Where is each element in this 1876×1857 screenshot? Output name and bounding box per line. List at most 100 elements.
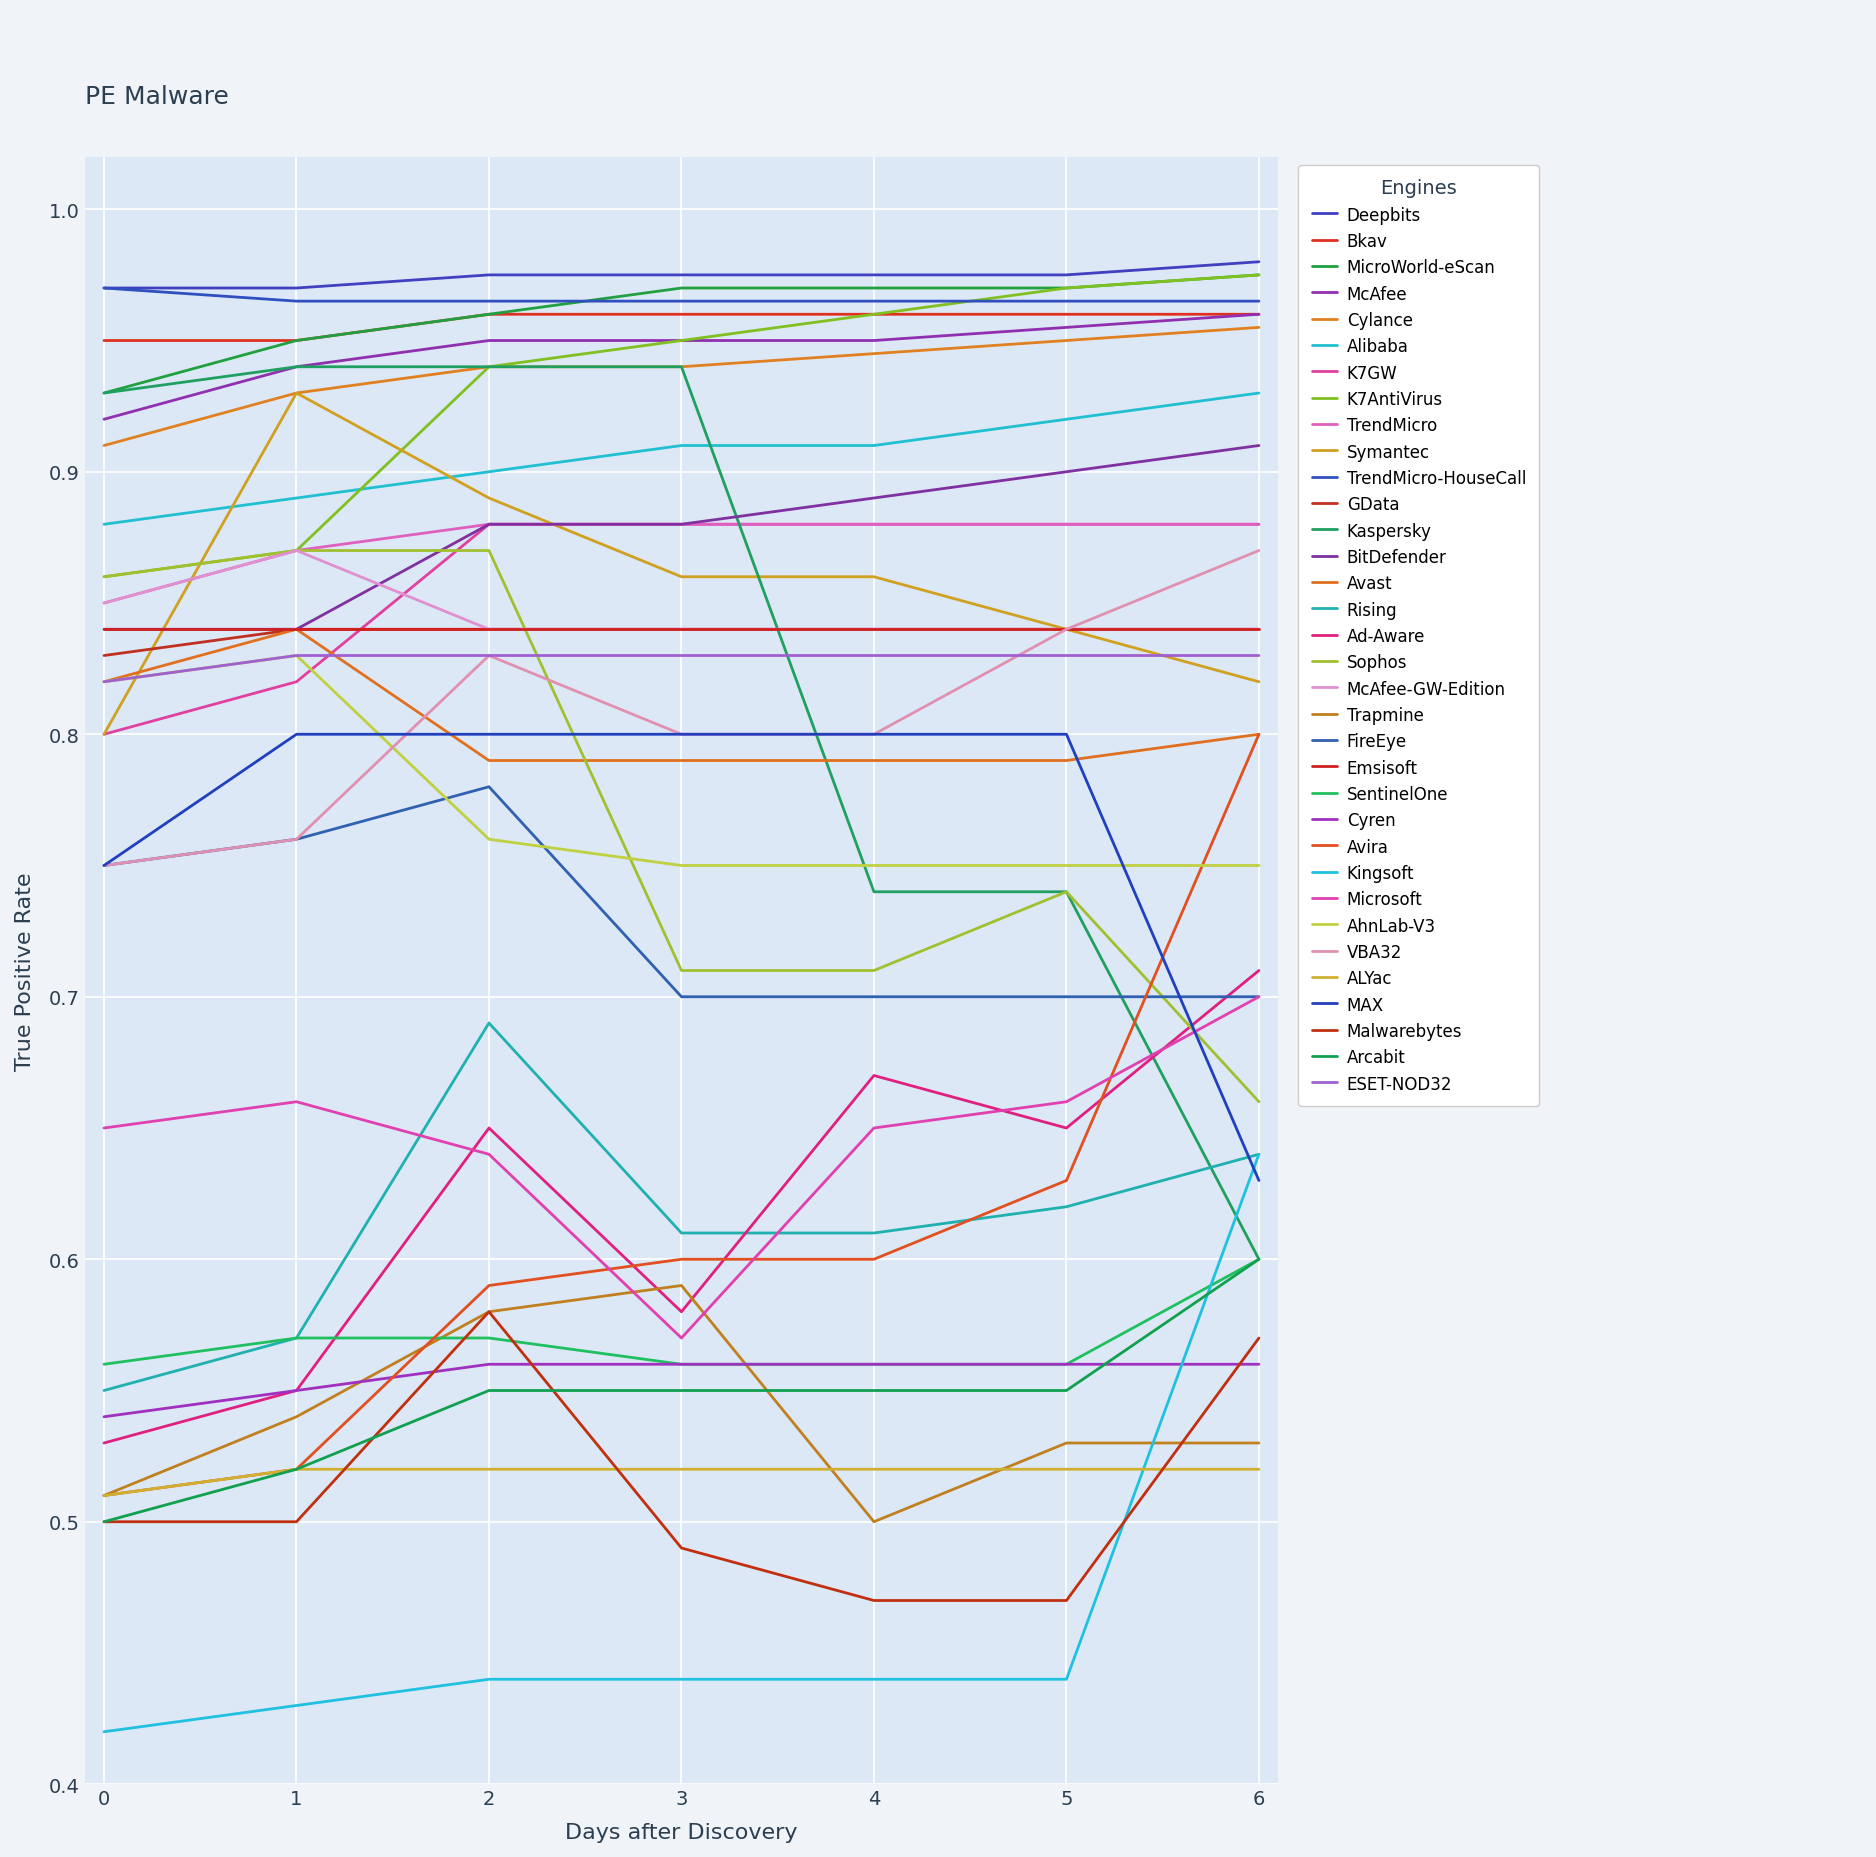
Trapmine	[1054, 1432, 1077, 1454]
Bkav	[1248, 305, 1270, 327]
Ad-Aware	[92, 1432, 114, 1454]
Malwarebytes	[863, 1590, 885, 1612]
Line: TrendMicro-HouseCall: TrendMicro-HouseCall	[103, 290, 1259, 303]
Alibaba	[478, 461, 501, 483]
Malwarebytes	[478, 1302, 501, 1324]
MicroWorld-eScan	[92, 383, 114, 405]
Line: McAfee-GW-Edition: McAfee-GW-Edition	[103, 552, 1259, 630]
MAX	[285, 724, 308, 747]
GData	[1054, 618, 1077, 641]
Ad-Aware	[1054, 1118, 1077, 1140]
ESET-NOD32	[1248, 644, 1270, 667]
Kingsoft	[670, 1668, 692, 1690]
BitDefender	[478, 514, 501, 537]
McAfee-GW-Edition	[1248, 618, 1270, 641]
Cylance	[863, 344, 885, 366]
McAfee	[478, 331, 501, 353]
Line: Cyren: Cyren	[103, 1365, 1259, 1417]
Avast	[1054, 750, 1077, 773]
ESET-NOD32	[1054, 644, 1077, 667]
Avast	[863, 750, 885, 773]
Avira	[1248, 724, 1270, 747]
McAfee-GW-Edition	[285, 540, 308, 563]
SentinelOne	[670, 1354, 692, 1376]
Line: Symantec: Symantec	[103, 394, 1259, 735]
Trapmine	[670, 1274, 692, 1296]
K7AntiVirus	[285, 540, 308, 563]
Symantec	[863, 566, 885, 589]
X-axis label: Days after Discovery: Days after Discovery	[565, 1822, 797, 1842]
AhnLab-V3	[1248, 854, 1270, 877]
Microsoft	[670, 1328, 692, 1350]
K7AntiVirus	[92, 566, 114, 589]
ESET-NOD32	[863, 644, 885, 667]
ALYac	[1054, 1458, 1077, 1480]
Deepbits	[863, 264, 885, 286]
FireEye	[1054, 986, 1077, 1008]
Microsoft	[1054, 1092, 1077, 1114]
SentinelOne	[285, 1328, 308, 1350]
VBA32	[92, 854, 114, 877]
VBA32	[863, 724, 885, 747]
TrendMicro-HouseCall	[1248, 292, 1270, 314]
Emsisoft	[670, 618, 692, 641]
VBA32	[478, 644, 501, 667]
Kaspersky	[1054, 880, 1077, 903]
Line: Avast: Avast	[103, 630, 1259, 761]
McAfee	[285, 357, 308, 379]
Kaspersky	[478, 357, 501, 379]
FireEye	[92, 854, 114, 877]
Line: FireEye: FireEye	[103, 787, 1259, 997]
Bkav	[478, 305, 501, 327]
MicroWorld-eScan	[670, 279, 692, 301]
Alibaba	[1054, 409, 1077, 431]
McAfee	[92, 409, 114, 431]
Symantec	[478, 488, 501, 511]
Cyren	[92, 1406, 114, 1428]
Cylance	[1248, 318, 1270, 340]
Emsisoft	[1054, 618, 1077, 641]
Alibaba	[670, 435, 692, 457]
Deepbits	[1054, 264, 1077, 286]
ALYac	[1248, 1458, 1270, 1480]
ESET-NOD32	[478, 644, 501, 667]
Cylance	[285, 383, 308, 405]
Trapmine	[478, 1302, 501, 1324]
Malwarebytes	[285, 1512, 308, 1534]
BitDefender	[863, 488, 885, 511]
Arcabit	[670, 1380, 692, 1402]
TrendMicro	[863, 514, 885, 537]
Line: K7GW: K7GW	[103, 526, 1259, 735]
AhnLab-V3	[478, 828, 501, 851]
GData	[478, 618, 501, 641]
Line: McAfee: McAfee	[103, 316, 1259, 420]
BitDefender	[670, 514, 692, 537]
K7AntiVirus	[1248, 264, 1270, 286]
Deepbits	[1248, 251, 1270, 273]
Trapmine	[285, 1406, 308, 1428]
Rising	[670, 1222, 692, 1244]
ALYac	[92, 1484, 114, 1506]
Ad-Aware	[478, 1118, 501, 1140]
Line: SentinelOne: SentinelOne	[103, 1259, 1259, 1365]
Cyren	[1248, 1354, 1270, 1376]
Deepbits	[670, 264, 692, 286]
VBA32	[670, 724, 692, 747]
MicroWorld-eScan	[1248, 264, 1270, 286]
Avira	[670, 1248, 692, 1270]
ALYac	[285, 1458, 308, 1480]
K7AntiVirus	[478, 357, 501, 379]
MAX	[478, 724, 501, 747]
Line: Kaspersky: Kaspersky	[103, 368, 1259, 1259]
Microsoft	[478, 1144, 501, 1166]
Cylance	[670, 357, 692, 379]
Symantec	[285, 383, 308, 405]
Trapmine	[1248, 1432, 1270, 1454]
Microsoft	[285, 1092, 308, 1114]
Line: Rising: Rising	[103, 1023, 1259, 1391]
Kaspersky	[670, 357, 692, 379]
Ad-Aware	[670, 1302, 692, 1324]
SentinelOne	[92, 1354, 114, 1376]
Alibaba	[863, 435, 885, 457]
Kaspersky	[1248, 1248, 1270, 1270]
